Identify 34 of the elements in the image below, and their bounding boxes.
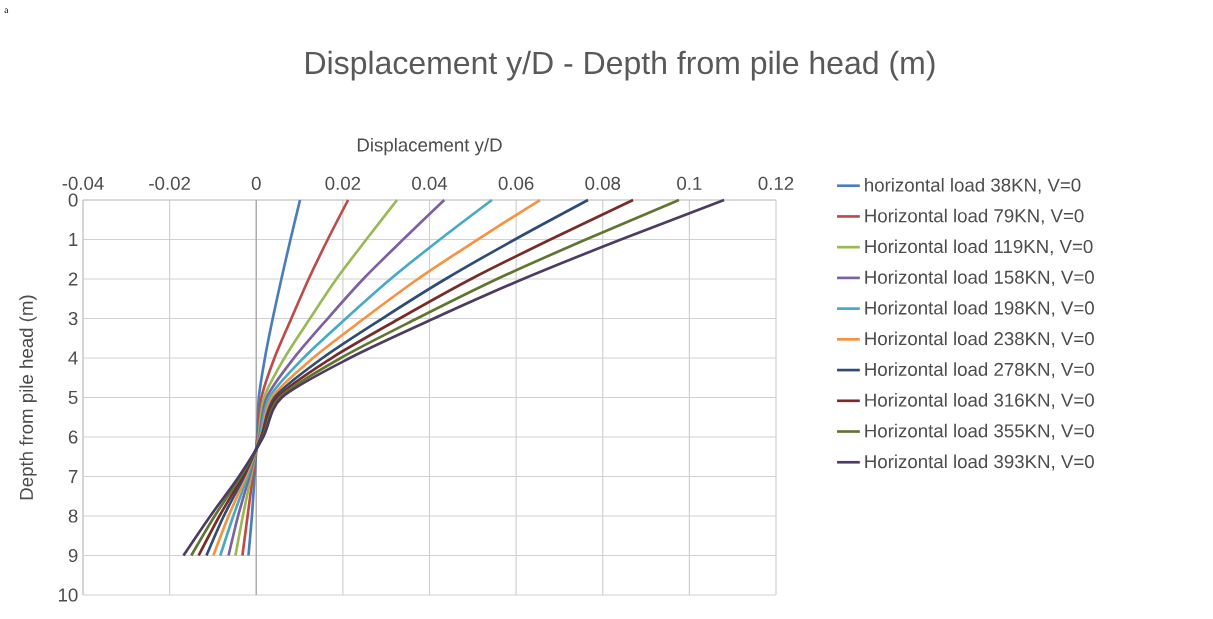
y-tick-label: 0 [68,193,78,207]
x-tick-label: 0 [251,176,261,190]
legend-label: Horizontal load 393KN, V=0 [865,454,1094,471]
y-tick-label: 3 [68,311,78,326]
x-tick-label: 0.08 [585,176,621,190]
legend-label: Horizontal load 119KN, V=0 [865,239,1093,256]
y-tick-label: 7 [68,470,78,483]
y-tick-label: 6 [68,430,78,444]
x-tick-label: 0.04 [412,176,448,190]
x-tick-label: 0.1 [677,176,702,190]
x-tick-label: -0.04 [62,176,104,190]
legend-label: Horizontal load 79KN, V=0 [865,208,1084,225]
text: a [4,8,9,14]
y-axis-title: Depth from pile head (m) [19,295,37,500]
legend-label: Horizontal load 158KN, V=0 [865,270,1094,287]
x-tick-label: 0.02 [325,176,361,190]
x-tick-label: 0.06 [498,176,534,190]
y-tick-label: 4 [68,351,78,365]
x-axis-title: Displacement y/D [357,137,502,156]
y-tick-label: 8 [68,509,78,523]
y-tick-label: 2 [68,272,78,286]
y-tick-label: 9 [68,548,78,563]
x-tick-label: -0.02 [149,176,190,190]
chart-title: Displacement y/D - Depth from pile head (m) [306,50,935,81]
legend-label: horizontal load 38KN, V=0 [865,177,1081,194]
y-tick-label: 1 [69,233,78,246]
x-tick-label: 0.12 [758,176,794,190]
legend-label: Horizontal load 355KN, V=0 [865,423,1094,440]
legend-label: Horizontal load 316KN, V=0 [865,393,1094,409]
legend-label: Horizontal load 278KN, V=0 [865,362,1094,379]
y-tick-label: 5 [68,390,78,405]
legend-label: Horizontal load 198KN, V=0 [865,300,1094,317]
legend-label: Horizontal load 238KN, V=0 [865,331,1094,348]
y-tick-label: 10 [58,588,78,602]
